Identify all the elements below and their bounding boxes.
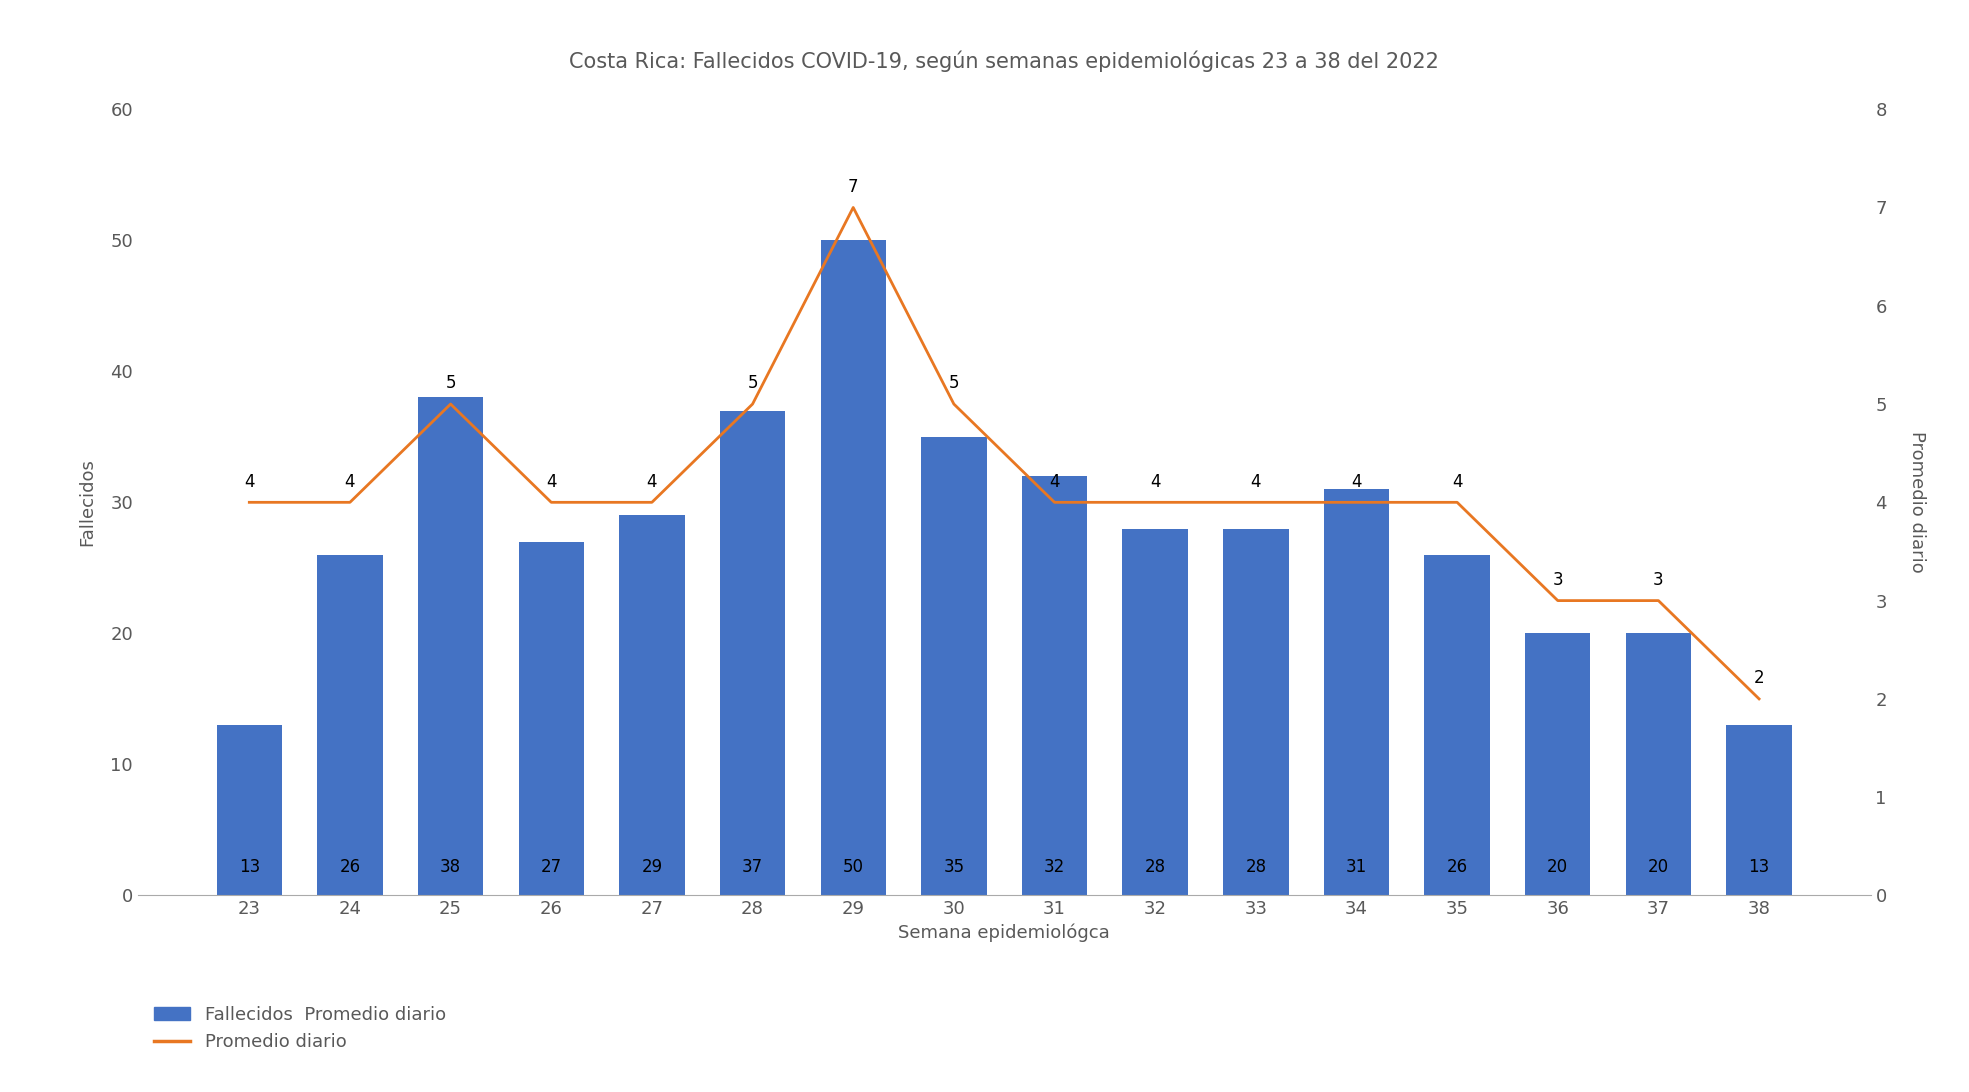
Text: 20: 20 (1548, 858, 1569, 876)
Bar (1526, 633, 1591, 895)
Bar (518, 542, 585, 895)
Bar (1626, 633, 1691, 895)
Bar (721, 411, 786, 895)
Text: 27: 27 (541, 858, 561, 876)
Text: 4: 4 (345, 473, 354, 490)
Bar (1424, 555, 1491, 895)
Text: 20: 20 (1648, 858, 1670, 876)
Bar (821, 240, 886, 895)
Text: 35: 35 (943, 858, 965, 876)
Text: 26: 26 (339, 858, 360, 876)
Text: 5: 5 (748, 375, 758, 392)
Bar (217, 725, 282, 895)
Text: 7: 7 (849, 178, 858, 195)
Text: 3: 3 (1552, 571, 1563, 589)
Text: 4: 4 (1351, 473, 1363, 490)
Bar (417, 397, 482, 895)
Text: 29: 29 (642, 858, 662, 876)
Text: 4: 4 (646, 473, 658, 490)
Title: Costa Rica: Fallecidos COVID-19, según semanas epidemiológicas 23 a 38 del 2022: Costa Rica: Fallecidos COVID-19, según s… (569, 50, 1439, 72)
Text: 13: 13 (1748, 858, 1770, 876)
X-axis label: Semana epidemiológca: Semana epidemiológca (898, 924, 1111, 942)
Bar (618, 515, 685, 895)
Text: 50: 50 (843, 858, 864, 876)
Text: 4: 4 (1150, 473, 1160, 490)
Legend: Fallecidos  Promedio diario, Promedio diario: Fallecidos Promedio diario, Promedio dia… (148, 999, 453, 1058)
Y-axis label: Fallecidos: Fallecidos (79, 459, 96, 546)
Text: 4: 4 (1250, 473, 1260, 490)
Text: 31: 31 (1347, 858, 1366, 876)
Bar (1022, 476, 1087, 895)
Y-axis label: Promedio diario: Promedio diario (1908, 431, 1926, 573)
Bar (1223, 529, 1288, 895)
Bar (317, 555, 382, 895)
Text: 5: 5 (949, 375, 959, 392)
Text: 38: 38 (439, 858, 461, 876)
Bar (1122, 529, 1187, 895)
Text: 5: 5 (445, 375, 457, 392)
Bar (921, 437, 986, 895)
Text: 28: 28 (1144, 858, 1166, 876)
Text: 4: 4 (244, 473, 254, 490)
Bar (1323, 489, 1390, 895)
Text: 32: 32 (1044, 858, 1065, 876)
Text: 4: 4 (545, 473, 557, 490)
Text: 37: 37 (742, 858, 764, 876)
Text: 4: 4 (1451, 473, 1463, 490)
Text: 28: 28 (1244, 858, 1266, 876)
Text: 4: 4 (1049, 473, 1059, 490)
Text: 3: 3 (1654, 571, 1664, 589)
Text: 2: 2 (1754, 669, 1764, 687)
Bar (1727, 725, 1792, 895)
Text: 26: 26 (1447, 858, 1467, 876)
Text: 13: 13 (238, 858, 260, 876)
